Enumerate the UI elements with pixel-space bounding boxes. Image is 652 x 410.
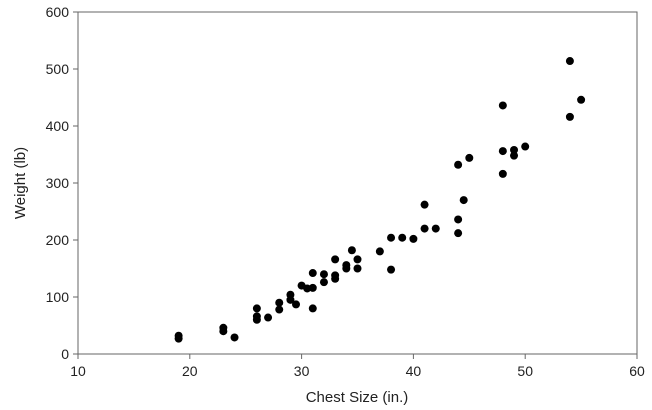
data-point xyxy=(498,147,507,156)
data-point xyxy=(342,261,351,270)
x-tick-label: 30 xyxy=(294,363,310,379)
y-tick-label: 200 xyxy=(46,232,70,248)
data-point xyxy=(347,246,356,255)
data-point xyxy=(252,312,261,321)
data-point xyxy=(454,229,463,238)
data-point xyxy=(459,196,468,205)
x-tick-label: 60 xyxy=(629,363,645,379)
data-point xyxy=(565,112,574,121)
y-tick-label: 600 xyxy=(46,4,70,20)
x-axis-ticks: 10 20 30 40 50 60 xyxy=(70,354,645,379)
data-point xyxy=(275,305,284,314)
data-point xyxy=(308,269,317,278)
data-point xyxy=(353,264,362,273)
data-point xyxy=(292,300,301,309)
data-point xyxy=(319,278,328,287)
data-point xyxy=(252,304,261,313)
data-point xyxy=(565,57,574,66)
y-tick-label: 500 xyxy=(46,61,70,77)
y-tick-label: 100 xyxy=(46,289,70,305)
data-point xyxy=(431,224,440,233)
data-point xyxy=(264,313,273,322)
y-tick-label: 400 xyxy=(46,118,70,134)
data-point xyxy=(375,247,384,256)
plot-frame xyxy=(77,11,638,355)
data-point xyxy=(308,283,317,292)
data-point xyxy=(454,215,463,224)
data-point xyxy=(331,255,340,264)
data-point xyxy=(319,270,328,279)
data-point xyxy=(465,153,474,162)
data-point xyxy=(286,290,295,299)
data-point xyxy=(409,234,418,243)
y-tick-label: 0 xyxy=(61,346,69,362)
x-tick-label: 40 xyxy=(406,363,422,379)
data-point xyxy=(230,333,239,342)
y-axis-label: Weight (lb) xyxy=(12,147,29,219)
data-point xyxy=(219,323,228,332)
data-point xyxy=(510,151,519,160)
data-point xyxy=(498,101,507,110)
data-point xyxy=(387,233,396,242)
data-point xyxy=(308,304,317,313)
data-point xyxy=(577,95,586,104)
x-tick-label: 50 xyxy=(517,363,533,379)
data-point xyxy=(510,145,519,154)
x-tick-label: 20 xyxy=(182,363,198,379)
y-axis-ticks: 0 100 200 300 400 500 600 xyxy=(46,4,78,362)
x-axis-label: Chest Size (in.) xyxy=(306,389,409,406)
data-point xyxy=(387,265,396,274)
data-point xyxy=(331,271,340,280)
data-point xyxy=(420,200,429,209)
data-point xyxy=(454,160,463,169)
data-point xyxy=(353,255,362,264)
data-point xyxy=(420,224,429,233)
y-tick-label: 300 xyxy=(46,175,70,191)
data-point xyxy=(521,142,530,151)
data-point xyxy=(275,298,284,307)
x-tick-label: 10 xyxy=(70,363,86,379)
data-point xyxy=(174,331,183,340)
data-point xyxy=(498,169,507,178)
data-points xyxy=(174,57,586,343)
data-point xyxy=(398,233,407,242)
